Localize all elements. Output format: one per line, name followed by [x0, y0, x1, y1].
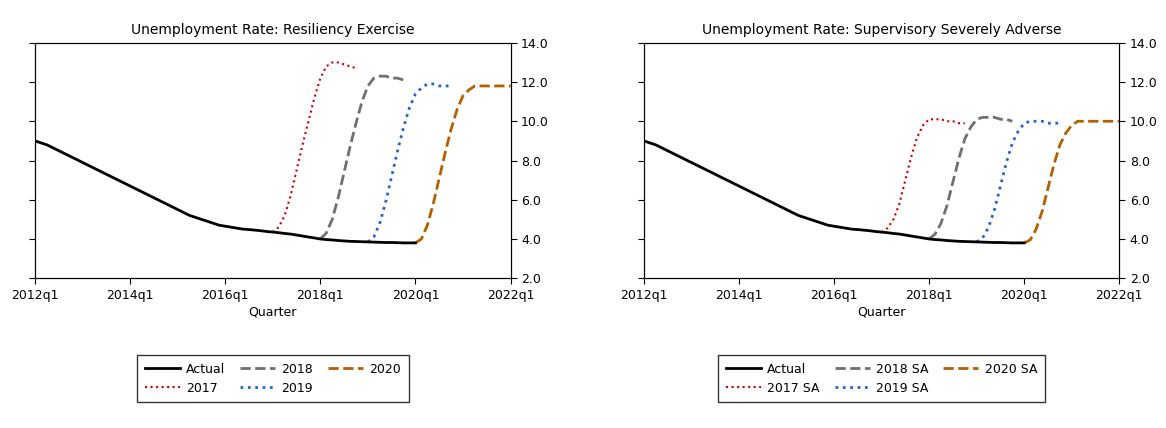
Title: Unemployment Rate: Supervisory Severely Adverse: Unemployment Rate: Supervisory Severely …	[702, 24, 1061, 38]
X-axis label: Quarter: Quarter	[248, 306, 297, 319]
Legend: Actual, 2017 SA, 2018 SA, 2019 SA, 2020 SA: Actual, 2017 SA, 2018 SA, 2019 SA, 2020 …	[718, 355, 1045, 402]
X-axis label: Quarter: Quarter	[857, 306, 906, 319]
Legend: Actual, 2017, 2018, 2019, 2020: Actual, 2017, 2018, 2019, 2020	[138, 355, 408, 402]
Title: Unemployment Rate: Resiliency Exercise: Unemployment Rate: Resiliency Exercise	[131, 24, 415, 38]
